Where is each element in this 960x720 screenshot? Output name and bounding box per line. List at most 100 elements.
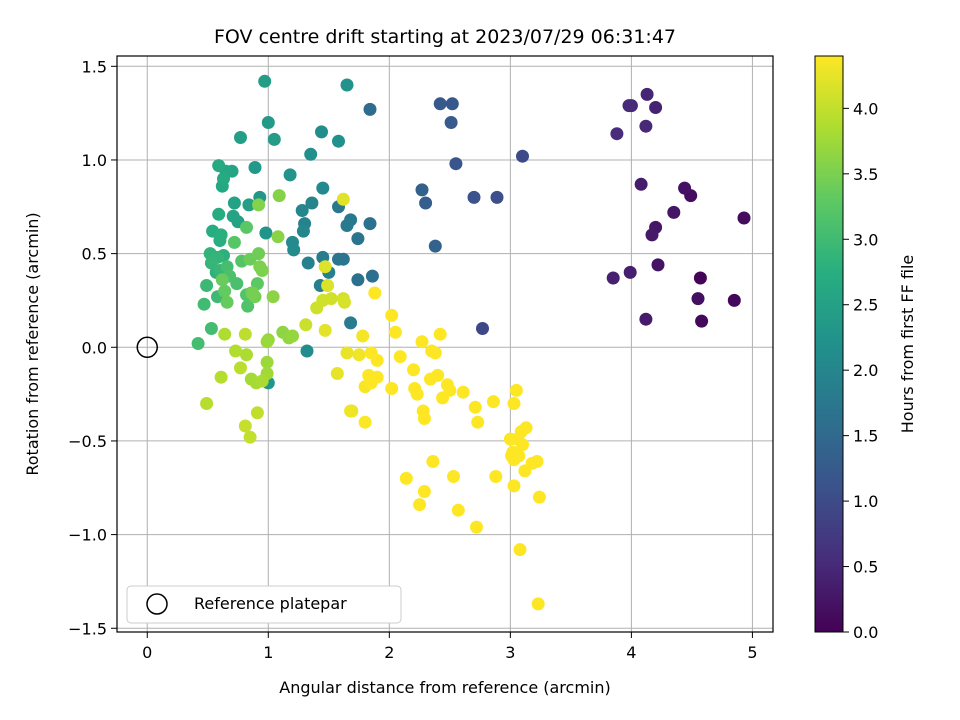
data-point: [606, 271, 620, 285]
x-tick-label: 4: [626, 643, 636, 662]
data-point: [340, 78, 354, 92]
data-point: [324, 292, 338, 306]
data-point: [447, 470, 460, 483]
data-point: [509, 383, 523, 397]
data-point: [238, 419, 252, 433]
colorbar-tick-label: 1.5: [853, 427, 878, 446]
data-point: [407, 363, 420, 377]
data-point: [344, 316, 358, 330]
data-point: [321, 279, 335, 292]
data-point: [530, 455, 544, 468]
data-point: [252, 247, 266, 261]
x-tick-label: 2: [384, 643, 394, 662]
y-tick-label: −0.5: [68, 432, 107, 451]
data-point: [215, 273, 229, 287]
legend-box: [126, 585, 402, 624]
data-point: [516, 149, 529, 163]
data-point: [470, 520, 483, 534]
data-point: [246, 286, 260, 300]
data-point: [428, 346, 442, 360]
data-point: [300, 344, 314, 358]
x-tick-label: 0: [142, 643, 152, 662]
data-point: [678, 181, 692, 195]
y-tick-label: 1.0: [82, 151, 107, 170]
data-point: [358, 415, 372, 429]
data-point: [623, 265, 637, 279]
data-point: [260, 335, 274, 349]
data-point: [267, 132, 281, 146]
x-tick-label: 3: [505, 643, 515, 662]
x-axis-title: Angular distance from reference (arcmin): [279, 678, 610, 697]
y-tick-label: 0.0: [82, 338, 107, 357]
colorbar-tick-label: 4.0: [853, 99, 878, 118]
data-point: [301, 256, 315, 270]
data-point: [507, 453, 521, 467]
y-tick-label: −1.0: [68, 526, 107, 545]
data-point: [352, 348, 366, 362]
colorbar-tick-label: 0.5: [853, 558, 878, 577]
y-axis-ticks: −1.5 −1.0 −0.5 0.0 0.5 1.0 1.5: [68, 57, 117, 638]
data-point: [385, 382, 399, 395]
colorbar-label: Hours from first FF file: [898, 255, 917, 434]
data-point: [399, 471, 413, 485]
data-point: [476, 322, 489, 335]
x-axis-ticks: 0 1 2 3 4 5: [142, 632, 758, 662]
data-point: [649, 101, 663, 114]
data-point: [393, 350, 407, 364]
data-point: [296, 224, 310, 238]
data-point: [255, 374, 269, 388]
data-point: [295, 204, 309, 217]
data-point: [468, 400, 482, 414]
data-point: [258, 74, 272, 88]
data-point: [332, 252, 345, 266]
data-point: [486, 395, 500, 409]
data-point: [651, 258, 665, 272]
data-point: [200, 397, 214, 410]
data-point: [238, 327, 252, 341]
data-point: [489, 470, 503, 483]
data-point: [338, 295, 351, 309]
data-point: [467, 190, 481, 204]
data-point: [507, 397, 521, 410]
legend-label: Reference platepar: [194, 594, 347, 613]
data-point: [610, 127, 624, 141]
data-point: [229, 344, 243, 358]
data-point: [516, 438, 529, 452]
data-point: [415, 335, 429, 349]
data-point: [443, 383, 457, 397]
data-point: [691, 292, 705, 306]
data-point: [415, 183, 429, 197]
data-point: [332, 134, 345, 148]
data-point: [639, 312, 653, 326]
data-point: [259, 226, 273, 240]
data-point: [240, 348, 253, 362]
colorbar-tick-label: 2.5: [853, 296, 878, 315]
data-point: [197, 297, 211, 311]
data-point: [330, 367, 344, 380]
data-point: [266, 290, 280, 304]
x-tick-label: 5: [747, 643, 757, 662]
colorbar: [814, 55, 844, 633]
data-point: [204, 256, 218, 270]
data-point: [336, 192, 350, 206]
data-points: [191, 74, 751, 611]
data-point: [243, 430, 257, 444]
data-point: [640, 87, 654, 101]
data-point: [255, 264, 269, 277]
data-point: [667, 205, 681, 219]
data-point: [737, 211, 751, 225]
data-point: [217, 172, 230, 186]
data-point: [433, 327, 447, 341]
data-point: [370, 370, 384, 384]
data-point: [693, 271, 707, 285]
data-point: [283, 168, 297, 182]
x-tick-label: 1: [263, 643, 273, 662]
data-point: [365, 269, 379, 283]
data-point: [417, 412, 431, 425]
data-point: [214, 370, 228, 384]
data-point: [385, 308, 399, 322]
data-point: [340, 219, 354, 232]
data-point: [272, 189, 286, 203]
data-point: [410, 387, 424, 401]
